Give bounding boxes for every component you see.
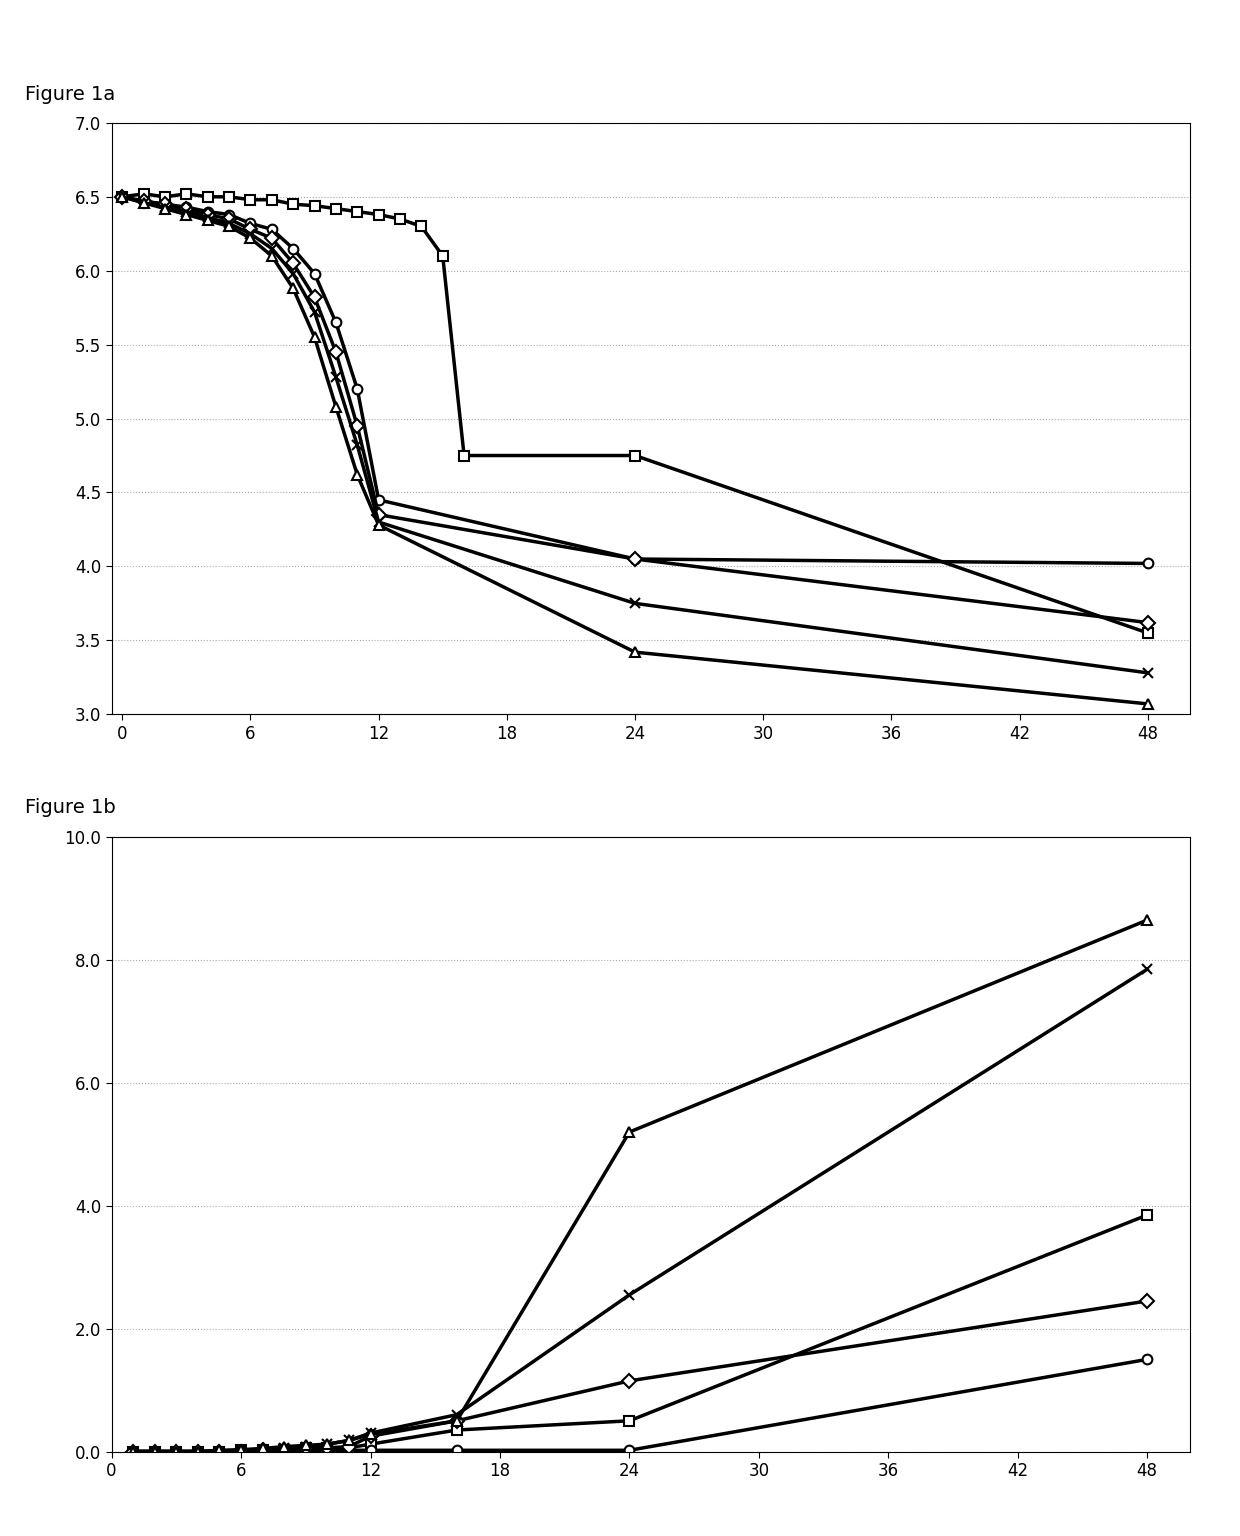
Text: Figure 1b: Figure 1b [25,799,115,817]
Text: Figure 1a: Figure 1a [25,86,115,104]
